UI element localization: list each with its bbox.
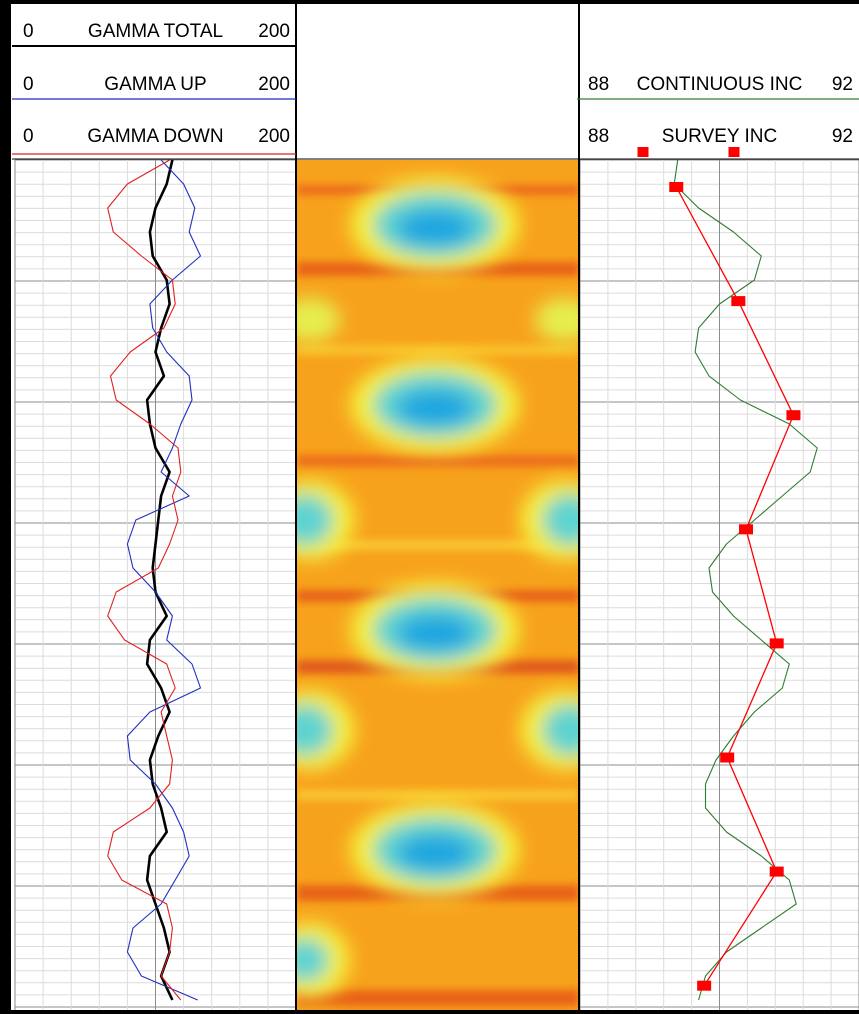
curve-name: GAMMA DOWN: [87, 126, 223, 147]
header: 0 GAMMA TOTAL 200 0 GAMMA UP 200 0 GAMMA DOWN 20…: [12, 21, 859, 157]
survey-point: [770, 867, 784, 877]
scale-min: 0: [23, 126, 34, 147]
curve-name: CONTINUOUS INC: [637, 74, 803, 95]
survey-point: [786, 410, 800, 420]
legend-marker: [638, 147, 649, 157]
curve-name: GAMMA UP: [104, 74, 206, 95]
well-log: 0 GAMMA TOTAL 200 0 GAMMA UP 200 0 GAMMA DOWN 20…: [0, 0, 859, 1014]
legend-marker: [729, 147, 740, 157]
survey-point: [720, 753, 734, 763]
scale-max: 200: [258, 74, 290, 95]
survey-point: [739, 524, 753, 534]
curve-name: SURVEY INC: [662, 126, 777, 147]
survey-point: [697, 981, 711, 991]
page: {"chart_data": [ {"type": "line", "grid"…: [0, 0, 859, 1014]
scale-max: 200: [258, 21, 290, 42]
scale-min: 88: [588, 126, 609, 147]
survey-line: [676, 187, 793, 986]
survey-point: [731, 296, 745, 306]
scale-min: 0: [23, 21, 34, 42]
image-track: [265, 160, 610, 1012]
scale-max: 200: [258, 126, 290, 147]
scale-min: 0: [23, 74, 34, 95]
scale-max: 92: [832, 74, 853, 95]
survey-point: [770, 638, 784, 648]
scale-min: 88: [588, 74, 609, 95]
survey-point: [669, 182, 683, 192]
scale-max: 92: [832, 126, 853, 147]
curve-name: GAMMA TOTAL: [88, 21, 223, 42]
